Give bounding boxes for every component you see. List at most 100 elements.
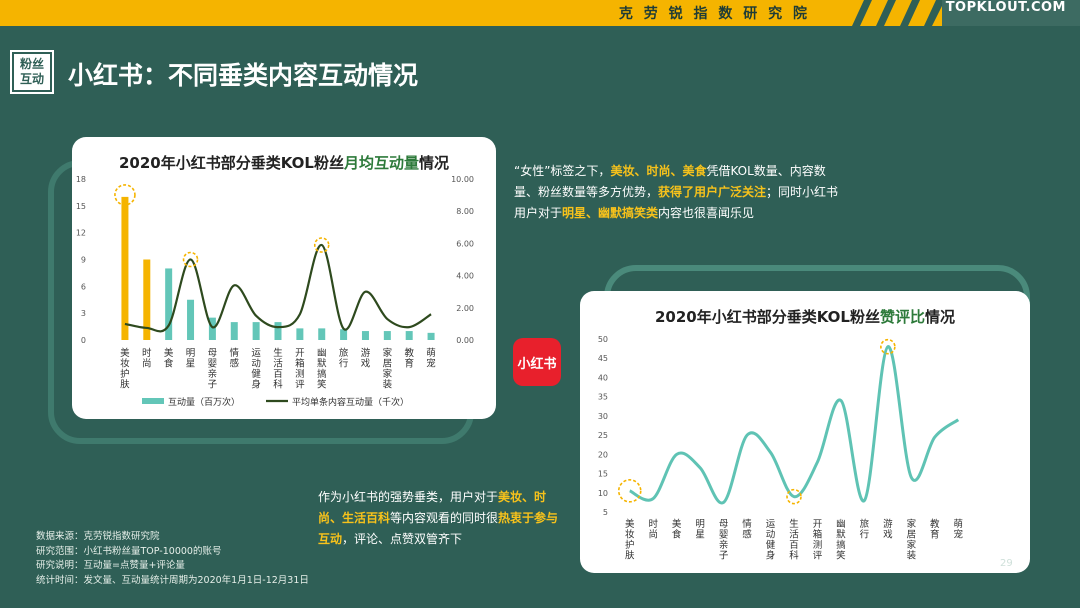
x-tick-label: 身 bbox=[766, 550, 776, 562]
x-tick-label: 肤 bbox=[120, 379, 130, 391]
x-tick-label: 运 bbox=[766, 519, 776, 530]
chart-card-interactions: 2020年小红书部分垂类KOL粉丝月均互动量情况 0 3 6 9 12 15 18 0.00 2… bbox=[72, 137, 496, 419]
x-tick-label: 教 bbox=[404, 347, 414, 359]
x-tick-label: 亲 bbox=[208, 368, 218, 380]
bar bbox=[121, 196, 129, 340]
highlight-circle bbox=[617, 479, 642, 503]
text-run: 凭借KOL数量、内容数量、粉丝数量等多方优势， bbox=[514, 164, 826, 199]
x-tick-label: 生 bbox=[789, 518, 799, 530]
chart-title-part: 情况 bbox=[419, 154, 450, 172]
x-tick-label: 宠 bbox=[426, 358, 436, 370]
bar bbox=[405, 331, 413, 340]
x-tick-label: 子 bbox=[208, 380, 218, 391]
x-tick-label: 搞 bbox=[836, 539, 846, 551]
y-tick-label: 15 bbox=[598, 470, 608, 479]
x-tick-label: 活 bbox=[273, 358, 283, 370]
bar bbox=[143, 259, 151, 340]
y-tick-label: 30 bbox=[598, 412, 608, 421]
x-tick-label: 箱 bbox=[295, 358, 305, 370]
x-tick-label: 育 bbox=[404, 358, 414, 370]
x-tick-label: 家 bbox=[907, 518, 917, 530]
bar bbox=[252, 322, 260, 340]
logo-text: TOPKLOUT.COM bbox=[945, 0, 1066, 15]
x-tick-label: 情 bbox=[742, 518, 752, 530]
x-tick-label: 美 bbox=[625, 518, 635, 530]
x-tick-label: 幽 bbox=[317, 348, 327, 359]
x-tick-label: 肤 bbox=[625, 550, 635, 562]
x-tick-label: 母 bbox=[719, 519, 729, 530]
x-tick-label: 健 bbox=[251, 368, 261, 380]
y-tick-label: 0 bbox=[81, 336, 86, 345]
x-tick-label: 居 bbox=[907, 530, 917, 541]
x-tick-label: 婴 bbox=[208, 359, 218, 370]
x-tick-label: 护 bbox=[625, 539, 635, 551]
x-tick-label: 时 bbox=[142, 347, 152, 359]
x-tick-label: 游 bbox=[361, 347, 371, 359]
x-tick-label: 萌 bbox=[426, 347, 436, 359]
x-tick-label: 幽 bbox=[836, 519, 846, 530]
y2-tick-label: 0.00 bbox=[456, 336, 474, 345]
y2-tick-label: 2.00 bbox=[456, 304, 474, 313]
y2-tick-label: 6.00 bbox=[456, 239, 474, 248]
x-tick-label: 测 bbox=[295, 369, 305, 380]
bar bbox=[383, 331, 391, 340]
bar bbox=[340, 329, 348, 340]
x-tick-label: 宠 bbox=[954, 529, 964, 541]
chart-title-interactions: 2020年小红书部分垂类KOL粉丝月均互动量情况 bbox=[72, 152, 496, 173]
bar bbox=[230, 322, 238, 340]
highlight-circle bbox=[880, 338, 896, 355]
x-tick-label: 亲 bbox=[719, 539, 729, 551]
x-tick-label: 母 bbox=[208, 348, 218, 359]
x-tick-label: 箱 bbox=[813, 529, 823, 541]
x-tick-label: 星 bbox=[695, 530, 705, 541]
legend-label: 平均单条内容互动量（千次） bbox=[292, 396, 409, 408]
x-tick-label: 美 bbox=[672, 518, 682, 530]
section-tag-label: 粉丝互动 bbox=[19, 57, 44, 86]
insight-paragraph-1: “女性”标签之下，美妆、时尚、美食凭借KOL数量、内容数量、粉丝数量等多方优势，… bbox=[514, 161, 844, 224]
y-tick-label: 5 bbox=[603, 508, 608, 517]
x-tick-label: 动 bbox=[251, 359, 261, 370]
x-tick-label: 食 bbox=[164, 358, 174, 370]
note-line: 研究说明：互动量=点赞量+评论量 bbox=[36, 560, 185, 571]
text-run: ；同时小红书用户对于 bbox=[514, 185, 839, 220]
x-tick-label: 尚 bbox=[648, 529, 658, 541]
x-tick-label: 美 bbox=[120, 347, 130, 359]
y-tick-label: 3 bbox=[81, 309, 86, 318]
x-tick-label: 戏 bbox=[883, 529, 893, 541]
x-tick-label: 科 bbox=[789, 550, 799, 562]
x-tick-label: 装 bbox=[383, 379, 393, 391]
chart-title-part: 情况 bbox=[925, 308, 956, 326]
series-line bbox=[124, 243, 432, 333]
x-tick-label: 健 bbox=[766, 539, 776, 551]
x-tick-label: 家 bbox=[383, 368, 393, 380]
y-tick-label: 12 bbox=[76, 229, 86, 238]
x-tick-label: 身 bbox=[251, 379, 261, 391]
bar bbox=[208, 317, 216, 340]
note-line: 数据来源：克劳锐指数研究院 bbox=[36, 531, 160, 542]
x-tick-label: 默 bbox=[836, 530, 846, 541]
bar bbox=[361, 331, 369, 340]
x-tick-label: 笑 bbox=[317, 379, 327, 391]
chart-card-like-comment-ratio: 2020年小红书部分垂类KOL粉丝赞评比情况 5 10 15 20 25 30 35 40 45… bbox=[580, 291, 1030, 573]
x-tick-label: 育 bbox=[930, 529, 940, 541]
y-tick-label: 20 bbox=[598, 450, 608, 459]
text-run: 内容也很喜闻乐见 bbox=[658, 206, 755, 220]
x-tick-label: 食 bbox=[672, 529, 682, 541]
x-tick-label: 开 bbox=[295, 348, 305, 359]
insight-paragraph-2: 作为小红书的强势垂类，用户对于美妆、时尚、生活百科等内容观看的同时很热衷于参与互… bbox=[318, 487, 568, 550]
y-tick-label: 18 bbox=[76, 175, 86, 184]
y2-tick-label: 4.00 bbox=[456, 272, 474, 281]
text-run: 等内容观看的同时很 bbox=[390, 511, 499, 525]
note-line: 研究范围：小红书粉丝量TOP-10000的账号 bbox=[36, 545, 222, 557]
series-line bbox=[629, 345, 960, 505]
x-tick-label: 情 bbox=[230, 347, 240, 359]
bar bbox=[274, 322, 282, 340]
y2-tick-label: 10.00 bbox=[451, 175, 474, 184]
y-tick-label: 9 bbox=[81, 256, 86, 265]
top-banner: 克 劳 锐 指 数 研 究 院 TOPKLOUT.COM bbox=[0, 0, 1080, 26]
x-tick-label: 行 bbox=[339, 358, 349, 370]
x-tick-label: 百 bbox=[273, 369, 283, 380]
